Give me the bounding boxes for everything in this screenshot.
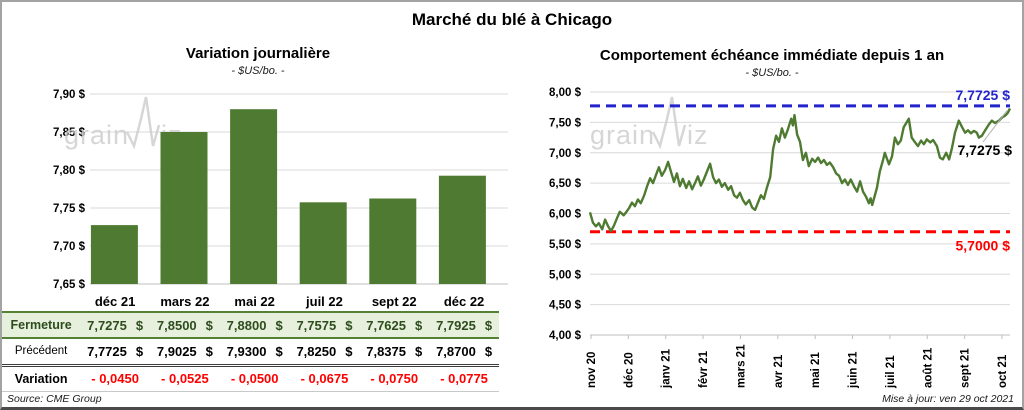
previous-cell: 7,9300 $ bbox=[226, 343, 283, 359]
column-header: juil 22 bbox=[306, 293, 343, 309]
bar-déc-21 bbox=[90, 225, 138, 284]
svg-text:iz: iz bbox=[687, 120, 709, 150]
column-header: déc 21 bbox=[94, 293, 136, 309]
line-chart-subtitle: - $US/bo. - bbox=[745, 67, 799, 79]
y-axis-label: 6,50 $ bbox=[549, 178, 582, 190]
x-axis-label: août 21 bbox=[922, 347, 934, 388]
one-year-price-line-chart: 8,00 $ 7,50 $ 7,00 $ 6,50 $ 6,00 $ 5,50 $ 5,00… bbox=[549, 87, 1013, 389]
currency-symbol: $ bbox=[484, 343, 493, 359]
bar-juil-22 bbox=[299, 202, 347, 284]
row-label: Précédent bbox=[14, 345, 68, 358]
x-axis-label: sept 21 bbox=[960, 348, 972, 388]
x-axis-label: avr 21 bbox=[773, 354, 785, 388]
update-note: Mise à jour: ven 29 oct 2021 bbox=[882, 393, 1014, 405]
close-cell: 7,7625 $ bbox=[366, 317, 423, 333]
x-axis-label: janv 21 bbox=[661, 348, 673, 389]
y-axis-label: 7,00 $ bbox=[549, 148, 582, 160]
column-header: déc 22 bbox=[443, 293, 485, 309]
currency-symbol: $ bbox=[415, 317, 423, 333]
y-axis-label: 5,00 $ bbox=[549, 269, 582, 281]
y-axis-label: 7,75 $ bbox=[53, 203, 86, 215]
table-row-variation: Variation - 0,0450 - 0,0525 - 0,0500 - 0… bbox=[2, 365, 499, 391]
svg-text:grain: grain bbox=[590, 120, 655, 150]
currency-symbol: $ bbox=[135, 317, 144, 333]
x-axis-label: nov 20 bbox=[586, 352, 598, 388]
row-label: Fermeture bbox=[10, 318, 72, 332]
source-note: Source: CME Group bbox=[7, 393, 102, 405]
row-label: Variation bbox=[14, 371, 68, 386]
close-cell: 7,8500 $ bbox=[156, 317, 213, 333]
y-axis-label: 7,50 $ bbox=[549, 117, 582, 129]
x-axis-label: févr 21 bbox=[698, 350, 710, 388]
table-header-row: déc 21 mars 22 mai 22 juil 22 sept 22 dé… bbox=[2, 291, 499, 312]
table-row-precedent: Précédent 7,7725 $ 7,9025 $ 7,9300 $ 7,8250… bbox=[2, 338, 499, 365]
x-axis-label: oct 21 bbox=[997, 354, 1009, 388]
last-price-label: 7,7275 $ bbox=[958, 142, 1013, 158]
table-row-fermeture: Fermeture 7,7275 $ 7,8500 $ 7,8800 $ 7,7575… bbox=[2, 312, 499, 338]
column-header: mars 22 bbox=[160, 293, 210, 309]
close-cell: 7,7275 $ bbox=[87, 317, 144, 333]
futures-table: déc 21 mars 22 mai 22 juil 22 sept 22 dé… bbox=[2, 291, 499, 392]
column-header: sept 22 bbox=[371, 293, 417, 309]
currency-symbol: $ bbox=[415, 343, 423, 359]
bar-chart-subtitle: - $US/bo. - bbox=[231, 65, 285, 77]
column-header: mai 22 bbox=[234, 293, 275, 309]
bar-mai-22 bbox=[230, 109, 278, 284]
grainwiz-watermark: grain iz bbox=[590, 96, 709, 150]
previous-cell: 7,8375 $ bbox=[366, 343, 423, 359]
previous-cell: 7,9025 $ bbox=[156, 343, 213, 359]
currency-symbol: $ bbox=[275, 317, 283, 333]
y-axis-label: 7,65 $ bbox=[53, 279, 86, 291]
table-corner-cell bbox=[2, 291, 80, 312]
currency-symbol: $ bbox=[345, 317, 353, 333]
variation-cell: - 0,0500 bbox=[230, 371, 279, 386]
y-axis-label: 5,50 $ bbox=[549, 239, 582, 251]
variation-cell: - 0,0525 bbox=[161, 371, 209, 386]
close-cell: 7,7925 $ bbox=[436, 317, 493, 333]
previous-cell: 7,8250 $ bbox=[296, 343, 353, 359]
previous-cell: 7,8700 $ bbox=[436, 343, 493, 359]
currency-symbol: $ bbox=[484, 317, 493, 333]
page-title: Marché du blé à Chicago bbox=[411, 10, 613, 29]
variation-cell: - 0,0750 bbox=[370, 371, 419, 386]
watermark-zigzag-icon bbox=[125, 96, 161, 150]
variation-cell: - 0,0675 bbox=[300, 371, 349, 386]
y-axis-label: 6,00 $ bbox=[549, 209, 582, 221]
x-axis-label: juil 21 bbox=[885, 355, 897, 389]
watermark-zigzag-icon bbox=[651, 96, 687, 150]
previous-cell: 7,7725 $ bbox=[87, 343, 144, 359]
bar-sept-22 bbox=[369, 198, 417, 284]
close-cell: 7,8800 $ bbox=[226, 317, 283, 333]
y-axis-label: 8,00 $ bbox=[549, 87, 582, 99]
bar-déc-22 bbox=[438, 175, 486, 284]
currency-symbol: $ bbox=[135, 343, 144, 359]
x-axis-label: mai 21 bbox=[810, 352, 822, 388]
variation-cell: - 0,0450 bbox=[91, 371, 139, 386]
y-axis-label: 7,70 $ bbox=[53, 241, 86, 253]
y-axis-label: 4,50 $ bbox=[549, 300, 582, 312]
x-axis-label: juin 21 bbox=[848, 351, 860, 389]
y-axis-label: 4,00 $ bbox=[549, 330, 582, 342]
price-line bbox=[588, 107, 1012, 233]
line-chart-title: Comportement échéance immédiate depuis 1… bbox=[599, 47, 945, 64]
daily-variation-bar-chart: 7,90 $ 7,85 $ 7,80 $ 7,75 $ 7,70 $ 7,65 $ grai… bbox=[53, 89, 508, 291]
bar-mars-22 bbox=[160, 132, 208, 284]
last-price-leader-line bbox=[982, 110, 1008, 143]
y-axis-label: 7,80 $ bbox=[53, 165, 86, 177]
variation-cell: - 0,0775 bbox=[440, 371, 488, 386]
low-reference-label: 5,7000 $ bbox=[956, 238, 1011, 254]
currency-symbol: $ bbox=[205, 317, 213, 333]
x-axis-label: déc 20 bbox=[623, 352, 635, 388]
x-axis-label: mars 21 bbox=[735, 344, 747, 388]
currency-symbol: $ bbox=[205, 343, 213, 359]
y-axis-label: 7,85 $ bbox=[53, 127, 86, 139]
y-axis-label: 7,90 $ bbox=[53, 89, 86, 101]
close-cell: 7,7575 $ bbox=[296, 317, 353, 333]
currency-symbol: $ bbox=[345, 343, 353, 359]
svg-text:grain: grain bbox=[64, 120, 129, 150]
currency-symbol: $ bbox=[275, 343, 283, 359]
bar-chart-title: Variation journalière bbox=[185, 45, 331, 62]
high-reference-label: 7,7725 $ bbox=[956, 87, 1011, 103]
